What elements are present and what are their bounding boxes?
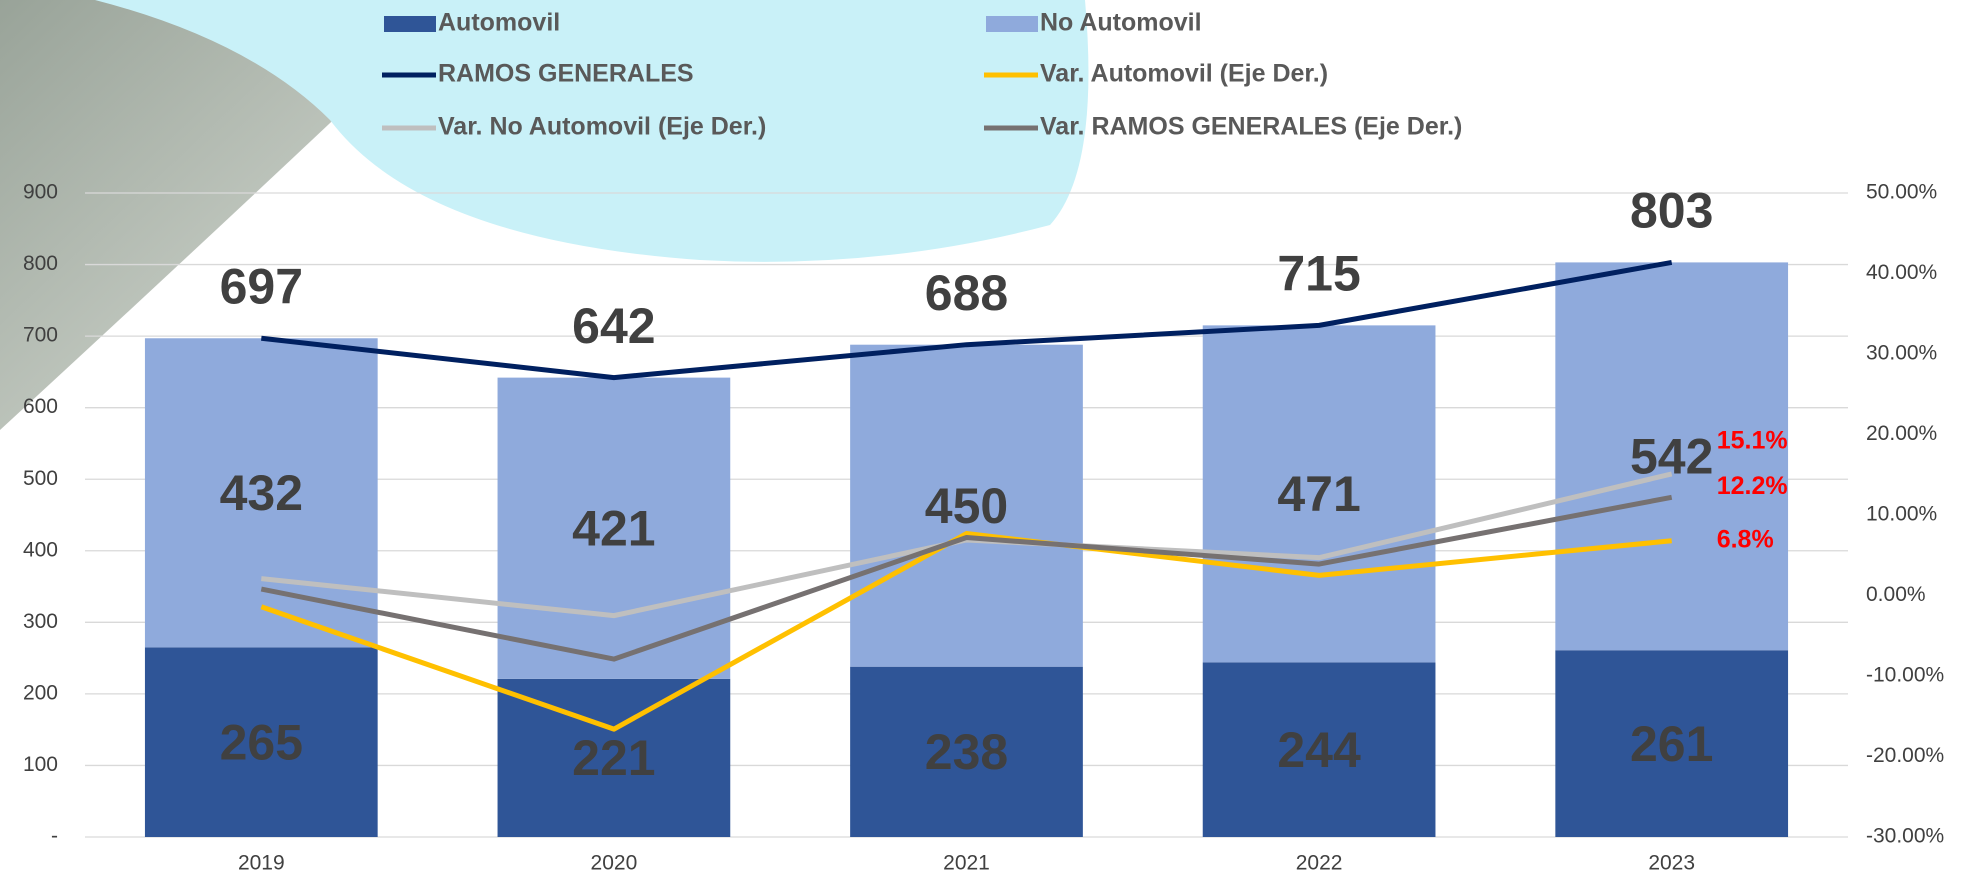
data-label: 221	[572, 730, 655, 786]
bar	[144, 338, 378, 648]
background-shape	[95, 0, 1089, 262]
y2-tick-label: -20.00%	[1866, 744, 1944, 767]
x-tick-label: 2019	[238, 852, 285, 875]
bar	[1555, 650, 1789, 837]
y2-tick-label: -10.00%	[1866, 664, 1944, 687]
bar	[850, 344, 1083, 667]
data-label: 642	[572, 298, 655, 354]
bar	[144, 647, 378, 837]
y-tick-label: 600	[23, 395, 58, 418]
data-label: 261	[1630, 716, 1713, 772]
data-label: 450	[925, 478, 1008, 534]
y2-tick-label: 20.00%	[1866, 422, 1937, 445]
bars	[144, 262, 1789, 837]
data-label: 12.2%	[1717, 472, 1788, 500]
y2-tick-label: 10.00%	[1866, 503, 1937, 526]
data-label: 688	[925, 265, 1008, 321]
data-label: 715	[1277, 246, 1360, 302]
x-tick-label: 2023	[1648, 852, 1695, 875]
y-tick-label: 200	[23, 681, 58, 704]
y-tick-label: 100	[23, 753, 58, 776]
line	[260, 531, 1672, 732]
data-label: 803	[1630, 183, 1713, 239]
legend-label: Var. RAMOS GENERALES (Eje Der.)	[1040, 113, 1462, 141]
legend-swatch	[384, 16, 436, 32]
data-label: 6.8%	[1717, 525, 1774, 553]
legend-label: No Automovil	[1040, 9, 1202, 37]
legend-label: Automovil	[438, 9, 560, 37]
data-label: 471	[1277, 466, 1360, 522]
y-tick-label: 400	[23, 538, 58, 561]
bar	[1202, 325, 1436, 663]
bar	[1202, 662, 1436, 837]
data-label: 697	[220, 258, 303, 314]
bar	[850, 666, 1083, 837]
data-label: 15.1%	[1717, 427, 1788, 455]
legend-label: Var. No Automovil (Eje Der.)	[438, 113, 766, 141]
y2-tick-label: 50.00%	[1866, 181, 1937, 204]
x-tick-label: 2020	[591, 852, 638, 875]
y-tick-label: 900	[23, 181, 58, 204]
legend: Automovil No Automovil RAMOS GENERALES Var.…	[382, 9, 1462, 141]
legend-swatch	[986, 16, 1038, 32]
y2-tick-label: -30.00%	[1866, 825, 1944, 848]
y-tick-label: -	[51, 825, 58, 848]
data-label: 432	[220, 465, 303, 521]
y-tick-label: 300	[23, 610, 58, 633]
y2-tick-label: 0.00%	[1866, 583, 1926, 606]
data-label: 542	[1630, 429, 1713, 485]
bar	[1555, 262, 1789, 651]
y2-tick-label: 30.00%	[1866, 342, 1937, 365]
y-tick-label: 700	[23, 324, 58, 347]
labels: 265 221 238 244 261 432 421 450 471 542 697 642 688 7…	[220, 183, 1788, 787]
x-tick-label: 2021	[943, 852, 990, 875]
data-label: 421	[572, 500, 655, 556]
grid: - 100 200 300 400 500 600 700 800 900 -30.00% -20.0…	[23, 181, 1944, 875]
bar	[497, 377, 731, 679]
line	[261, 259, 1673, 381]
legend-label: Var. Automovil (Eje Der.)	[1040, 60, 1328, 88]
bar	[497, 678, 731, 837]
data-label: 265	[220, 714, 303, 770]
y-tick-label: 800	[23, 252, 58, 275]
y-tick-label: 500	[23, 467, 58, 490]
legend-label: RAMOS GENERALES	[438, 60, 694, 88]
y2-tick-label: 40.00%	[1866, 261, 1937, 284]
x-tick-label: 2022	[1296, 852, 1343, 875]
data-label: 244	[1277, 722, 1361, 778]
line	[260, 494, 1673, 662]
data-label: 238	[925, 724, 1008, 780]
lines	[260, 259, 1673, 732]
